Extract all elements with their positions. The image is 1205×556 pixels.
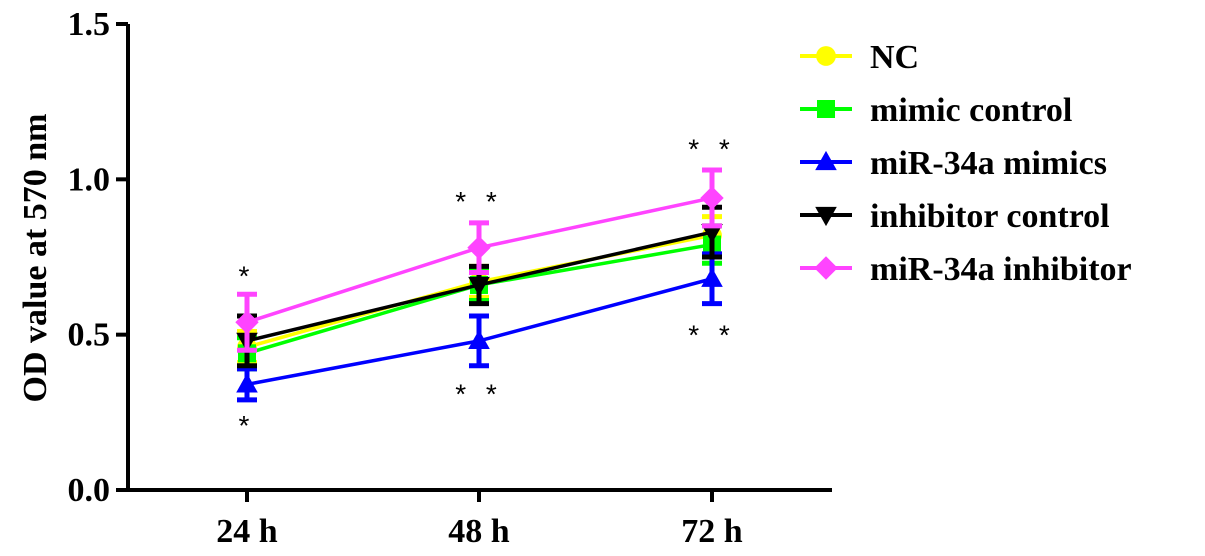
significance-annotations: * * * * * * * * * * xyxy=(239,133,736,441)
legend-marker xyxy=(814,256,838,280)
legend-marker xyxy=(815,150,837,171)
legend-item: mimic control xyxy=(800,92,1072,129)
legend-item: NC xyxy=(800,39,919,76)
data-point xyxy=(701,224,723,244)
x-axis: 24 h 48 h 72 h xyxy=(126,488,832,550)
legend-label: miR-34a mimics xyxy=(870,145,1107,182)
legend-marker xyxy=(817,100,835,118)
x-tick-label: 48 h xyxy=(448,513,510,550)
series-mir-34a-inhibitor xyxy=(235,167,724,353)
data-point xyxy=(701,267,723,287)
legend-label: NC xyxy=(870,39,919,76)
y-tick-label: 1.0 xyxy=(68,161,111,198)
data-point xyxy=(236,373,258,393)
significance-marker: * xyxy=(239,261,256,292)
data-point xyxy=(468,329,490,349)
significance-marker: * * xyxy=(455,186,503,217)
legend-label: mimic control xyxy=(870,92,1072,129)
significance-marker: * * xyxy=(688,133,736,164)
significance-marker: * xyxy=(239,410,256,441)
y-tick-label: 0.5 xyxy=(68,317,111,354)
series-mir-34a-mimics xyxy=(236,251,723,403)
legend-label: inhibitor control xyxy=(870,198,1110,235)
legend-item: miR-34a mimics xyxy=(800,145,1107,182)
legend-label: miR-34a inhibitor xyxy=(870,251,1132,288)
x-tick-label: 72 h xyxy=(681,513,743,550)
x-tick-label: 24 h xyxy=(216,513,278,550)
legend: NC mimic control miR-34a mimics inhibitor c… xyxy=(800,39,1132,288)
data-point xyxy=(700,186,724,210)
legend-item: miR-34a inhibitor xyxy=(800,251,1132,288)
data-point xyxy=(468,276,490,297)
y-tick-label: 0.0 xyxy=(68,472,111,509)
legend-marker xyxy=(815,206,837,227)
legend-item: inhibitor control xyxy=(800,198,1110,235)
data-point xyxy=(235,310,259,334)
data-point xyxy=(467,235,491,260)
significance-marker: * * xyxy=(455,379,503,410)
y-tick-label: 1.5 xyxy=(68,6,111,43)
legend-marker xyxy=(816,46,836,66)
y-axis: 0.0 0.5 1.0 1.5 xyxy=(68,6,130,509)
series-group xyxy=(235,167,724,403)
y-axis-title: OD value at 570 nm xyxy=(17,114,54,403)
significance-marker: * * xyxy=(688,320,736,351)
